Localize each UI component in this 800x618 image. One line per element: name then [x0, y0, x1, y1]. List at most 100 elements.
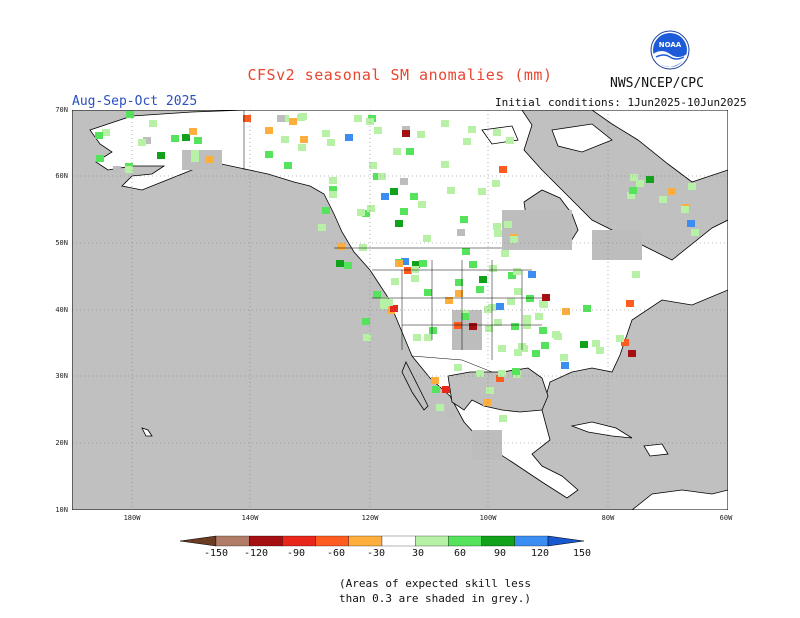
colorbar-label: -60: [326, 548, 346, 559]
lon-label: 180W: [123, 514, 141, 522]
anomaly-cell: [194, 137, 202, 144]
anomaly-cell: [413, 334, 421, 341]
anomaly-cell: [402, 130, 410, 137]
anomaly-cell: [429, 327, 437, 334]
colorbar-segment: [381, 535, 416, 547]
arctic-island-1: [551, 123, 613, 153]
colorbar-arrow-low: [179, 535, 217, 547]
anomaly-cell: [512, 368, 520, 375]
anomaly-cell: [646, 176, 654, 183]
colorbar-label: 120: [530, 548, 550, 559]
anomaly-cell: [469, 323, 477, 330]
anomaly-cell: [463, 138, 471, 145]
anomaly-cell: [265, 127, 273, 134]
anomaly-cell: [561, 362, 569, 369]
logo-text: NOAA: [659, 41, 682, 49]
anomaly-cell: [535, 313, 543, 320]
anomaly-cell: [541, 342, 549, 349]
anomaly-cell: [504, 221, 512, 228]
anomaly-cell: [143, 137, 151, 144]
anomaly-cell: [411, 275, 419, 282]
anomaly-cell: [404, 267, 412, 274]
anomaly-cell: [526, 295, 534, 302]
anomaly-cell: [691, 229, 699, 236]
colorbar-label: 60: [453, 548, 467, 559]
anomaly-cell: [381, 193, 389, 200]
anomaly-cell: [455, 279, 463, 286]
anomaly-cell: [441, 161, 449, 168]
anomaly-cell: [514, 288, 522, 295]
anomaly-cell: [681, 206, 689, 213]
anomaly-cell: [102, 129, 110, 136]
anomaly-cell: [318, 224, 326, 231]
forecast-period: Aug-Sep-Oct 2025: [72, 94, 198, 109]
anomaly-cell: [402, 126, 410, 133]
anomaly-cell: [627, 192, 635, 199]
anomaly-cell: [496, 375, 504, 382]
anomaly-cell: [659, 196, 667, 203]
anomaly-cell: [366, 118, 374, 125]
anomaly-cell: [454, 364, 462, 371]
colorbar-segment: [481, 535, 515, 547]
anomaly-cell: [300, 136, 308, 143]
anomaly-cell: [126, 111, 134, 118]
anomaly-cell: [485, 325, 493, 332]
anomaly-cell: [632, 271, 640, 278]
anomaly-cell: [562, 308, 570, 315]
skill-note-line2: than 0.3 are shaded in grey.): [338, 592, 532, 605]
initial-conditions: Initial conditions: 1Jun2025-10Jun2025: [495, 96, 747, 109]
lat-label: 70N: [55, 106, 68, 114]
anomaly-cell: [378, 173, 386, 180]
skill-note-line1: (Areas of expected skill less: [338, 577, 532, 590]
anomaly-cell: [494, 319, 502, 326]
anomaly-cell: [329, 177, 337, 184]
anomaly-cell: [322, 207, 330, 214]
lat-label: 60N: [55, 172, 68, 180]
anomaly-cell: [436, 404, 444, 411]
anomaly-cell: [113, 166, 121, 173]
lat-label: 20N: [55, 439, 68, 447]
anomaly-cell: [583, 305, 591, 312]
lon-label: 100W: [479, 514, 497, 522]
anomaly-cell: [182, 134, 190, 141]
anomaly-cell: [460, 216, 468, 223]
anomaly-cell: [297, 114, 305, 121]
anomaly-cell: [528, 271, 536, 278]
anomaly-cell: [357, 209, 365, 216]
anomaly-cell: [523, 319, 531, 326]
hispaniola: [643, 443, 669, 457]
colorbar-label: -150: [203, 548, 229, 559]
anomaly-cell: [552, 331, 560, 338]
anomaly-cell: [621, 339, 629, 346]
lon-label: 60W: [719, 514, 733, 522]
colorbar-segment: [215, 535, 250, 547]
anomaly-cell: [406, 148, 414, 155]
anomaly-cell: [493, 129, 501, 136]
cuba: [570, 421, 633, 439]
anomaly-cell: [507, 298, 515, 305]
anomaly-cell: [462, 248, 470, 255]
colorbar-segment: [415, 535, 449, 547]
anomaly-cell: [476, 286, 484, 293]
gulf-of-california: [401, 361, 429, 411]
anomaly-cell: [393, 148, 401, 155]
anomaly-cell: [374, 127, 382, 134]
anomaly-cell: [373, 173, 381, 180]
anomaly-cell: [329, 191, 337, 198]
anomaly-cell: [523, 315, 531, 322]
anomaly-cell: [345, 134, 353, 141]
anomaly-cell: [411, 266, 419, 273]
anomaly-cell: [592, 340, 600, 347]
anomaly-cell: [149, 120, 157, 127]
colorbar-segment: [249, 535, 283, 547]
anomaly-blocks: [95, 111, 699, 422]
anomaly-cell: [514, 349, 522, 356]
anomaly-cell: [461, 313, 469, 320]
map-title: CFSv2 seasonal SM anomalies (mm): [247, 66, 553, 84]
anomaly-cell: [542, 294, 550, 301]
anomaly-cell: [191, 150, 199, 157]
anomaly-cell: [489, 265, 497, 272]
anomaly-cell: [401, 258, 409, 265]
anomaly-cell: [395, 260, 403, 267]
lat-label: 30N: [55, 372, 68, 380]
